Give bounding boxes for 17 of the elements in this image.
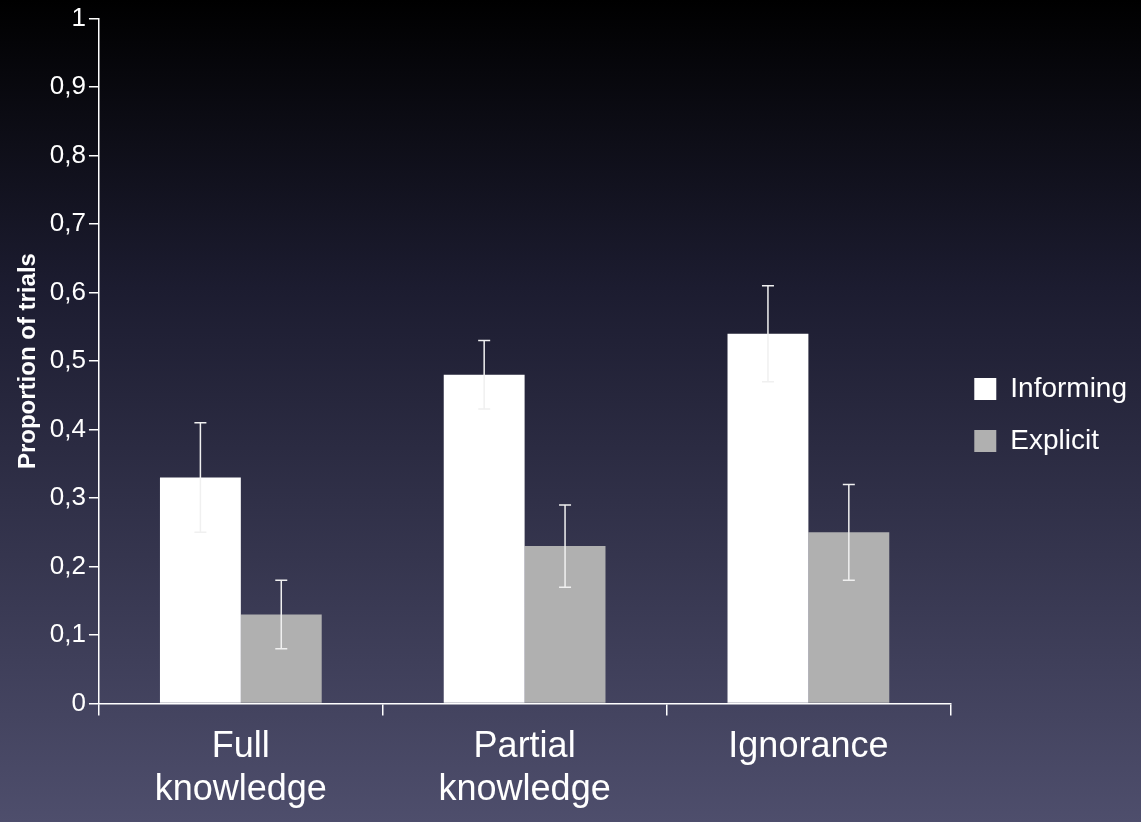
y-tick-label: 1 — [71, 1, 86, 32]
x-tick-label: Ignorance — [728, 724, 889, 766]
y-tick-label: 0,9 — [49, 70, 86, 101]
y-tick-label: 0 — [71, 686, 86, 717]
y-tick-label: 0,2 — [49, 549, 86, 580]
y-tick-label: 0,1 — [49, 618, 86, 649]
x-tick-label: Full knowledge — [154, 724, 327, 809]
x-tick-label: Partial knowledge — [438, 724, 611, 809]
y-tick-label: 0,5 — [49, 344, 86, 375]
y-axis-title: Proportion of trials — [13, 253, 41, 470]
y-tick-label: 0,7 — [49, 207, 86, 238]
y-tick-label: 0,6 — [49, 275, 86, 306]
y-tick-label: 0,3 — [49, 481, 86, 512]
y-tick-label: 0,8 — [49, 138, 86, 169]
legend-label: Informing — [1010, 371, 1127, 403]
y-tick-label: 0,4 — [49, 412, 86, 443]
legend-label: Explicit — [1010, 423, 1100, 455]
